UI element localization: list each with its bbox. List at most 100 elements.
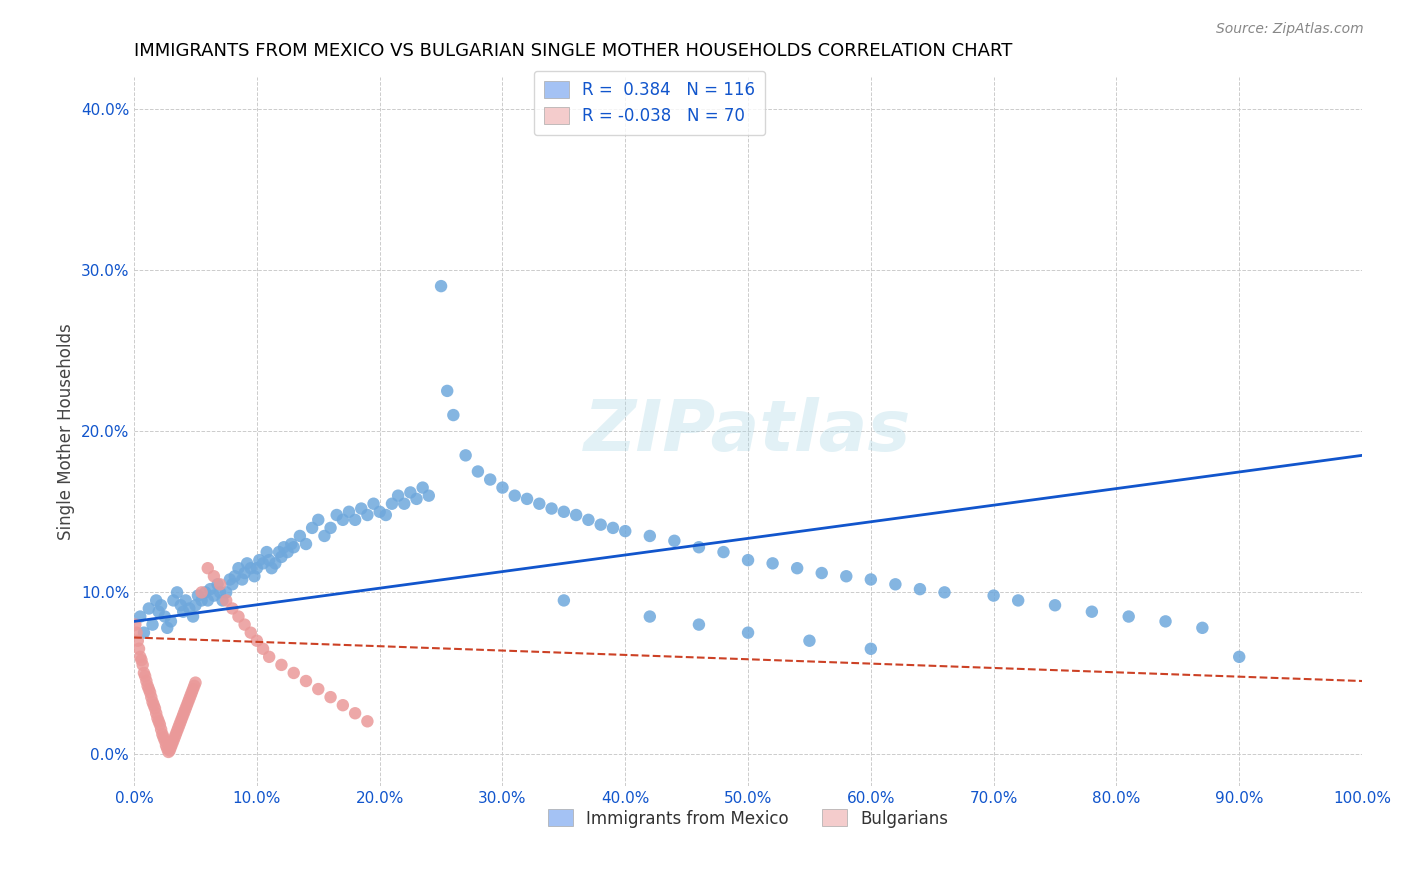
Point bbox=[387, 489, 409, 503]
Point bbox=[786, 561, 808, 575]
Point bbox=[131, 657, 153, 672]
Point bbox=[270, 549, 292, 564]
Point bbox=[1227, 649, 1250, 664]
Point bbox=[283, 540, 305, 554]
Point bbox=[141, 617, 163, 632]
Point bbox=[163, 731, 186, 745]
Point bbox=[246, 561, 269, 575]
Point bbox=[246, 633, 269, 648]
Point bbox=[138, 601, 160, 615]
Point bbox=[143, 701, 166, 715]
Point bbox=[467, 465, 489, 479]
Point bbox=[859, 641, 882, 656]
Point bbox=[1154, 615, 1177, 629]
Point bbox=[236, 557, 259, 571]
Point bbox=[260, 561, 283, 575]
Point bbox=[280, 537, 302, 551]
Point bbox=[127, 633, 149, 648]
Point bbox=[399, 485, 422, 500]
Point bbox=[491, 481, 513, 495]
Point bbox=[170, 711, 193, 725]
Point bbox=[295, 537, 318, 551]
Point bbox=[307, 513, 329, 527]
Text: Source: ZipAtlas.com: Source: ZipAtlas.com bbox=[1216, 22, 1364, 37]
Point bbox=[264, 557, 287, 571]
Y-axis label: Single Mother Households: Single Mother Households bbox=[58, 323, 75, 540]
Point bbox=[368, 505, 391, 519]
Point bbox=[160, 740, 183, 755]
Point bbox=[835, 569, 858, 583]
Point bbox=[155, 739, 177, 753]
Point bbox=[436, 384, 458, 398]
Point bbox=[344, 706, 367, 721]
Point bbox=[132, 625, 155, 640]
Point bbox=[145, 706, 167, 721]
Point bbox=[221, 601, 243, 615]
Point bbox=[859, 573, 882, 587]
Point bbox=[540, 501, 562, 516]
Point bbox=[209, 585, 232, 599]
Point bbox=[664, 533, 686, 548]
Point bbox=[332, 513, 354, 527]
Point bbox=[267, 545, 290, 559]
Point bbox=[138, 682, 160, 697]
Point bbox=[884, 577, 907, 591]
Point bbox=[207, 577, 229, 591]
Point bbox=[301, 521, 323, 535]
Point bbox=[146, 711, 169, 725]
Point bbox=[252, 641, 274, 656]
Point bbox=[374, 508, 396, 522]
Point bbox=[148, 714, 170, 729]
Point bbox=[209, 577, 232, 591]
Point bbox=[176, 698, 198, 713]
Point bbox=[553, 505, 575, 519]
Point bbox=[202, 589, 225, 603]
Point bbox=[218, 573, 240, 587]
Point bbox=[174, 701, 197, 715]
Text: IMMIGRANTS FROM MEXICO VS BULGARIAN SINGLE MOTHER HOUSEHOLDS CORRELATION CHART: IMMIGRANTS FROM MEXICO VS BULGARIAN SING… bbox=[134, 42, 1012, 60]
Point bbox=[602, 521, 624, 535]
Point bbox=[589, 517, 612, 532]
Point bbox=[270, 657, 292, 672]
Point bbox=[166, 585, 188, 599]
Point bbox=[228, 561, 250, 575]
Point bbox=[638, 529, 661, 543]
Point bbox=[1118, 609, 1140, 624]
Point bbox=[565, 508, 588, 522]
Point bbox=[638, 609, 661, 624]
Point bbox=[1191, 621, 1213, 635]
Point bbox=[200, 582, 222, 596]
Point bbox=[160, 737, 183, 751]
Point bbox=[252, 557, 274, 571]
Point bbox=[479, 473, 502, 487]
Point bbox=[295, 673, 318, 688]
Point bbox=[553, 593, 575, 607]
Point bbox=[454, 449, 477, 463]
Point bbox=[128, 641, 150, 656]
Point bbox=[157, 745, 180, 759]
Point bbox=[173, 705, 195, 719]
Point bbox=[688, 617, 710, 632]
Point bbox=[288, 529, 311, 543]
Point bbox=[737, 553, 759, 567]
Point bbox=[150, 599, 173, 613]
Point bbox=[224, 569, 246, 583]
Point bbox=[167, 721, 190, 735]
Point bbox=[247, 553, 270, 567]
Point bbox=[180, 689, 202, 703]
Point bbox=[228, 609, 250, 624]
Point bbox=[529, 497, 551, 511]
Point bbox=[256, 545, 278, 559]
Point bbox=[134, 669, 156, 683]
Point bbox=[325, 508, 347, 522]
Point bbox=[194, 585, 217, 599]
Text: ZIPatlas: ZIPatlas bbox=[585, 397, 911, 466]
Point bbox=[257, 649, 280, 664]
Point bbox=[180, 685, 202, 699]
Point bbox=[165, 727, 187, 741]
Point bbox=[314, 529, 336, 543]
Point bbox=[394, 497, 416, 511]
Point bbox=[156, 741, 179, 756]
Point bbox=[257, 553, 280, 567]
Point bbox=[160, 615, 183, 629]
